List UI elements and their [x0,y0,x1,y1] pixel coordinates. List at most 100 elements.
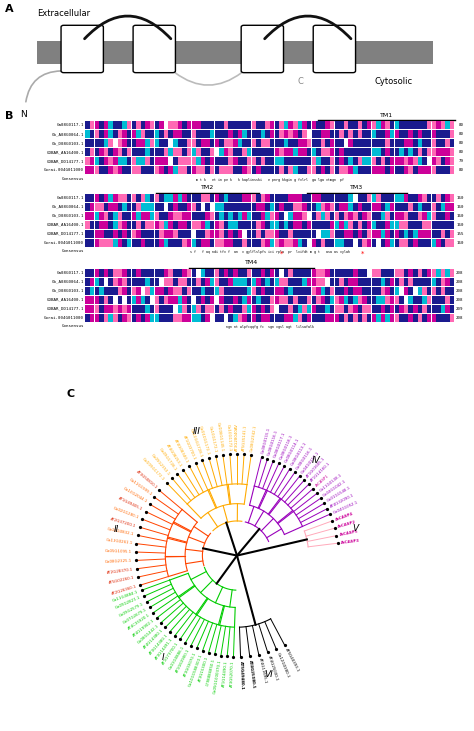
Bar [270,194,274,202]
Bar [118,296,122,304]
Bar [367,269,372,276]
Bar [90,121,94,129]
Bar [395,194,399,202]
Bar [210,130,214,138]
Bar [289,230,293,238]
Text: 155: 155 [456,232,464,235]
Bar [233,296,237,304]
Bar [339,130,344,138]
Bar [293,296,298,304]
Bar [422,202,427,211]
Bar [191,296,196,304]
Bar [279,157,284,165]
Bar [205,167,210,175]
Bar [431,202,436,211]
Bar [191,314,196,322]
Bar [390,239,394,247]
Bar [233,194,237,202]
Bar [348,230,353,238]
Bar [118,148,122,156]
Bar [187,167,191,175]
Bar [95,269,99,276]
Bar [376,221,381,229]
Bar [325,140,330,148]
Text: TM1: TM1 [380,113,393,118]
Bar [196,194,201,202]
Bar [118,212,122,220]
Bar [265,194,270,202]
Bar [237,140,242,148]
Bar [201,287,205,295]
Bar [228,167,233,175]
Bar [173,287,178,295]
Bar [270,287,274,295]
Bar [390,230,394,238]
Bar [404,148,408,156]
Bar [205,212,210,220]
Bar [191,121,196,129]
Bar [307,269,311,276]
Bar [256,221,261,229]
Bar [141,296,145,304]
Bar [298,239,302,247]
Bar [136,305,141,313]
Bar [409,230,413,238]
Bar [372,221,376,229]
Bar [109,230,113,238]
Text: Ga09G2353.1: Ga09G2353.1 [150,453,171,477]
Bar [335,296,339,304]
Bar [187,296,191,304]
Bar [376,167,381,175]
Bar [210,305,214,313]
Bar [376,305,381,313]
Bar [302,148,307,156]
Text: AT2G26360.1: AT2G26360.1 [111,584,137,596]
Bar [131,148,136,156]
Bar [311,130,316,138]
Bar [284,167,288,175]
Bar [219,148,224,156]
Bar [395,269,399,276]
Bar [381,269,385,276]
Bar [205,221,210,229]
Text: 208: 208 [456,280,464,284]
Bar [274,269,279,276]
Bar [289,269,293,276]
Bar [173,305,178,313]
Bar [90,239,94,247]
Text: AT3G52070.1: AT3G52070.1 [230,660,235,687]
Bar [450,148,455,156]
Text: GOBAR_AA16400.1: GOBAR_AA16400.1 [46,151,84,154]
Bar [307,157,311,165]
Bar [284,148,288,156]
Bar [141,230,145,238]
Bar [344,157,348,165]
Bar [187,269,191,276]
Bar [95,130,99,138]
Bar [446,230,450,238]
Bar [302,202,307,211]
Bar [85,202,90,211]
Bar [215,121,219,129]
Bar [136,314,141,322]
FancyBboxPatch shape [241,26,283,72]
Bar [215,148,219,156]
Bar [261,202,265,211]
Bar [182,305,187,313]
Bar [219,157,224,165]
Bar [95,305,99,313]
Bar [242,157,247,165]
Text: L798886850.1: L798886850.1 [206,658,216,686]
Bar [390,278,394,286]
Bar [418,140,422,148]
Bar [279,202,284,211]
Bar [413,314,418,322]
Bar [113,269,118,276]
Bar [155,239,159,247]
Bar [376,121,381,129]
Bar [348,296,353,304]
Bar [344,121,348,129]
Bar [122,230,127,238]
Bar [182,157,187,165]
Text: Gorai.004G011000: Gorai.004G011000 [44,316,84,320]
